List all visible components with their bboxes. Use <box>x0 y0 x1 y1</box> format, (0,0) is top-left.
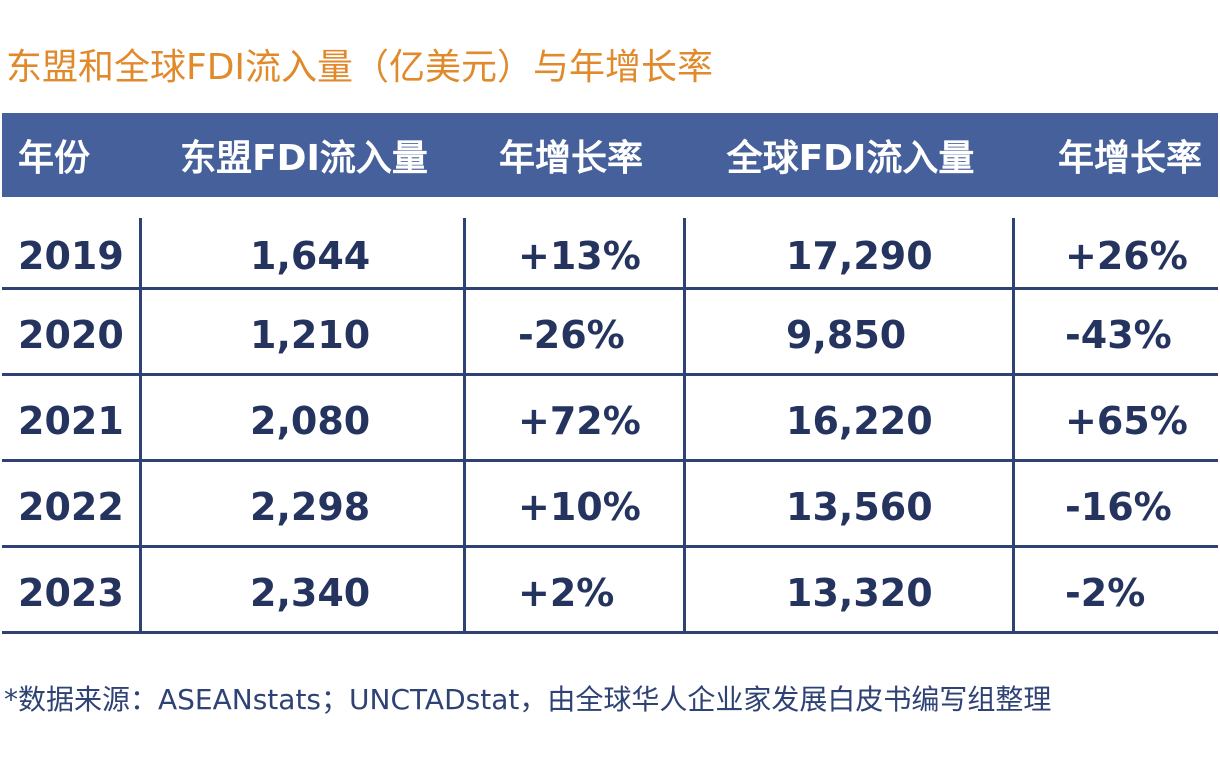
table-body: 2019 1,644 +13% 17,290 +26% 2020 1,210 -… <box>2 218 1218 634</box>
table-row: 2022 2,298 +10% 13,560 -16% <box>2 462 1218 548</box>
cell-global-growth: -43% <box>1065 312 1172 357</box>
cell-year: 2019 <box>2 218 142 287</box>
cell-global-fdi: 13,320 <box>686 548 1015 631</box>
cell-asean-growth: +72% <box>466 376 686 459</box>
cell-global-growth: +65% <box>1065 398 1188 443</box>
header-asean-growth: 年增长率 <box>498 138 643 179</box>
cell-year: 2020 <box>2 290 142 373</box>
source-note: *数据来源：ASEANstats；UNCTADstat，由全球华人企业家发展白皮… <box>4 683 1052 716</box>
cell-global-fdi: 9,850 <box>686 290 1015 373</box>
table-row: 2021 2,080 +72% 16,220 +65% <box>2 376 1218 462</box>
cell-global-fdi: 17,290 <box>686 218 1015 287</box>
cell-asean-fdi: 1,644 <box>142 218 466 287</box>
cell-year: 2023 <box>2 548 142 631</box>
cell-asean-fdi: 2,080 <box>142 376 466 459</box>
cell-asean-growth: -26% <box>466 290 686 373</box>
header-global-growth: 年增长率 <box>1057 138 1202 179</box>
cell-asean-fdi: 2,340 <box>142 548 466 631</box>
cell-year: 2021 <box>2 376 142 459</box>
fdi-table: 年份 东盟FDI流入量 年增长率 全球FDI流入量 年增长率 2019 1,64… <box>2 113 1218 634</box>
table-title: 东盟和全球FDI流入量（亿美元）与年增长率 <box>6 47 714 88</box>
cell-asean-growth: +10% <box>466 462 686 545</box>
cell-asean-fdi: 1,210 <box>142 290 466 373</box>
cell-asean-fdi: 2,298 <box>142 462 466 545</box>
table-header-row: 年份 东盟FDI流入量 年增长率 全球FDI流入量 年增长率 <box>2 113 1218 197</box>
cell-global-growth: -16% <box>1065 484 1172 529</box>
header-asean-fdi: 东盟FDI流入量 <box>180 138 428 179</box>
table-row: 2020 1,210 -26% 9,850 -43% <box>2 290 1218 376</box>
header-year: 年份 <box>18 138 91 179</box>
table-row: 2023 2,340 +2% 13,320 -2% <box>2 548 1218 634</box>
cell-global-growth: -2% <box>1065 570 1146 615</box>
table-row: 2019 1,644 +13% 17,290 +26% <box>2 218 1218 290</box>
cell-asean-growth: +13% <box>466 218 686 287</box>
cell-global-fdi: 16,220 <box>686 376 1015 459</box>
cell-year: 2022 <box>2 462 142 545</box>
cell-global-fdi: 13,560 <box>686 462 1015 545</box>
cell-global-growth: +26% <box>1065 233 1188 278</box>
cell-asean-growth: +2% <box>466 548 686 631</box>
header-global-fdi: 全球FDI流入量 <box>726 138 975 179</box>
